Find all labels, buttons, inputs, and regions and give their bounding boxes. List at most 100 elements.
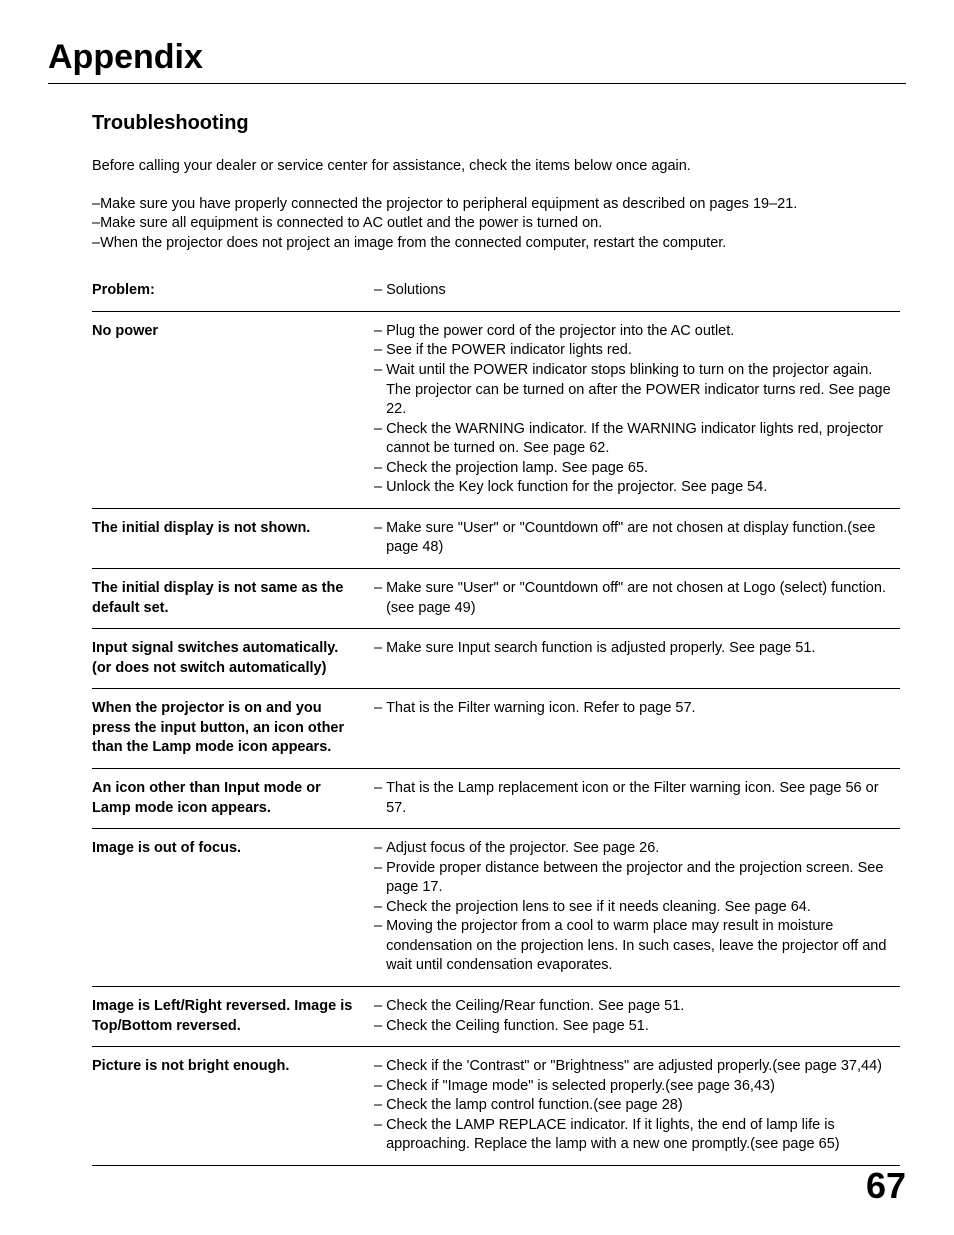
dash-icon: – xyxy=(374,917,386,976)
problem-cell: When the projector is on and you press t… xyxy=(92,699,366,758)
table-row: An icon other than Input mode or Lamp mo… xyxy=(92,769,900,829)
dash-icon: – xyxy=(374,1057,386,1077)
solution-cell: –Make sure Input search function is adju… xyxy=(374,639,900,678)
troubleshooting-table: Problem: – Solutions No power–Plug the p… xyxy=(92,271,900,1166)
header-solution: – Solutions xyxy=(374,281,900,301)
chapter-title: Appendix xyxy=(48,38,906,84)
solution-item: –Check the WARNING indicator. If the WAR… xyxy=(374,420,900,459)
table-header-row: Problem: – Solutions xyxy=(92,271,900,312)
problem-cell: No power xyxy=(92,322,366,498)
solution-item: –That is the Lamp replacement icon or th… xyxy=(374,779,900,818)
solution-cell: –Check the Ceiling/Rear function. See pa… xyxy=(374,997,900,1036)
solution-cell: –Plug the power cord of the projector in… xyxy=(374,322,900,498)
solution-item: –Make sure "User" or "Countdown off" are… xyxy=(374,519,900,558)
dash-icon: – xyxy=(374,639,386,659)
solution-text: See if the POWER indicator lights red. xyxy=(386,341,900,361)
precheck-list: –Make sure you have properly connected t… xyxy=(92,195,900,254)
dash-icon: – xyxy=(374,859,386,898)
solution-cell: –That is the Filter warning icon. Refer … xyxy=(374,699,900,758)
table-row: The initial display is not shown.–Make s… xyxy=(92,509,900,569)
solution-text: That is the Filter warning icon. Refer t… xyxy=(386,699,900,719)
dash-icon: – xyxy=(374,459,386,479)
dash-icon: – xyxy=(374,478,386,498)
solution-cell: –Check if the 'Contrast" or "Brightness"… xyxy=(374,1057,900,1155)
solution-text: Provide proper distance between the proj… xyxy=(386,859,900,898)
solution-text: Check the Ceiling/Rear function. See pag… xyxy=(386,997,900,1017)
content-area: Troubleshooting Before calling your deal… xyxy=(48,112,906,1166)
solution-item: –Make sure "User" or "Countdown off" are… xyxy=(374,579,900,618)
solution-item: –Check the Ceiling function. See page 51… xyxy=(374,1017,900,1037)
dash-icon: – xyxy=(374,779,386,818)
solution-item: –Unlock the Key lock function for the pr… xyxy=(374,478,900,498)
solution-item: –Adjust focus of the projector. See page… xyxy=(374,839,900,859)
dash-icon: – xyxy=(374,1077,386,1097)
problem-cell: Image is Left/Right reversed. Image is T… xyxy=(92,997,366,1036)
precheck-item: –Make sure all equipment is connected to… xyxy=(92,214,900,234)
solution-text: That is the Lamp replacement icon or the… xyxy=(386,779,900,818)
table-row: No power–Plug the power cord of the proj… xyxy=(92,312,900,509)
intro-text: Before calling your dealer or service ce… xyxy=(92,157,900,177)
solution-item: –That is the Filter warning icon. Refer … xyxy=(374,699,900,719)
solution-text: Make sure "User" or "Countdown off" are … xyxy=(386,579,900,618)
dash-icon: – xyxy=(374,1017,386,1037)
problem-cell: An icon other than Input mode or Lamp mo… xyxy=(92,779,366,818)
problem-cell: The initial display is not shown. xyxy=(92,519,366,558)
dash-icon: – xyxy=(374,519,386,558)
problem-cell: Input signal switches automatically. (or… xyxy=(92,639,366,678)
solution-item: –See if the POWER indicator lights red. xyxy=(374,341,900,361)
solution-item: –Provide proper distance between the pro… xyxy=(374,859,900,898)
solution-text: Check the lamp control function.(see pag… xyxy=(386,1096,900,1116)
solution-cell: –Make sure "User" or "Countdown off" are… xyxy=(374,519,900,558)
dash-icon: – xyxy=(374,341,386,361)
solution-cell: –That is the Lamp replacement icon or th… xyxy=(374,779,900,818)
solution-cell: –Adjust focus of the projector. See page… xyxy=(374,839,900,976)
table-row: Image is Left/Right reversed. Image is T… xyxy=(92,987,900,1047)
dash-icon: – xyxy=(374,997,386,1017)
table-row: Picture is not bright enough.–Check if t… xyxy=(92,1047,900,1166)
solution-text: Make sure Input search function is adjus… xyxy=(386,639,900,659)
solution-item: –Plug the power cord of the projector in… xyxy=(374,322,900,342)
solution-item: –Check the Ceiling/Rear function. See pa… xyxy=(374,997,900,1017)
solution-item: –Check the projection lens to see if it … xyxy=(374,898,900,918)
dash-icon: – xyxy=(374,322,386,342)
solution-text: Check the Ceiling function. See page 51. xyxy=(386,1017,900,1037)
solution-text: Plug the power cord of the projector int… xyxy=(386,322,900,342)
solution-item: –Check the lamp control function.(see pa… xyxy=(374,1096,900,1116)
solution-text: Wait until the POWER indicator stops bli… xyxy=(386,361,900,420)
solution-item: –Check the projection lamp. See page 65. xyxy=(374,459,900,479)
solution-text: Check the projection lens to see if it n… xyxy=(386,898,900,918)
solution-item: –Check if "Image mode" is selected prope… xyxy=(374,1077,900,1097)
solution-text: Check the projection lamp. See page 65. xyxy=(386,459,900,479)
solution-text: Check the WARNING indicator. If the WARN… xyxy=(386,420,900,459)
solution-text: Moving the projector from a cool to warm… xyxy=(386,917,900,976)
page-number: 67 xyxy=(866,1165,906,1207)
dash-icon: – xyxy=(374,361,386,420)
solution-item: –Wait until the POWER indicator stops bl… xyxy=(374,361,900,420)
solution-item: –Check the LAMP REPLACE indicator. If it… xyxy=(374,1116,900,1155)
solution-item: –Check if the 'Contrast" or "Brightness"… xyxy=(374,1057,900,1077)
solution-text: Unlock the Key lock function for the pro… xyxy=(386,478,900,498)
table-row: Input signal switches automatically. (or… xyxy=(92,629,900,689)
solution-cell: –Make sure "User" or "Countdown off" are… xyxy=(374,579,900,618)
dash-icon: – xyxy=(374,839,386,859)
table-row: Image is out of focus.–Adjust focus of t… xyxy=(92,829,900,987)
precheck-item: –Make sure you have properly connected t… xyxy=(92,195,900,215)
problem-cell: The initial display is not same as the d… xyxy=(92,579,366,618)
solution-text: Adjust focus of the projector. See page … xyxy=(386,839,900,859)
dash-icon: – xyxy=(374,898,386,918)
dash-icon: – xyxy=(374,420,386,459)
solution-item: –Moving the projector from a cool to war… xyxy=(374,917,900,976)
dash-icon: – xyxy=(374,699,386,719)
solution-text: Check if the 'Contrast" or "Brightness" … xyxy=(386,1057,900,1077)
dash-icon: – xyxy=(374,1116,386,1155)
solution-item: –Make sure Input search function is adju… xyxy=(374,639,900,659)
dash-icon: – xyxy=(374,1096,386,1116)
precheck-item: –When the projector does not project an … xyxy=(92,234,900,254)
section-title: Troubleshooting xyxy=(92,112,900,135)
solution-text: Make sure "User" or "Countdown off" are … xyxy=(386,519,900,558)
problem-cell: Picture is not bright enough. xyxy=(92,1057,366,1155)
problem-cell: Image is out of focus. xyxy=(92,839,366,976)
solution-text: Check if "Image mode" is selected proper… xyxy=(386,1077,900,1097)
solution-text: Check the LAMP REPLACE indicator. If it … xyxy=(386,1116,900,1155)
table-row: When the projector is on and you press t… xyxy=(92,689,900,769)
